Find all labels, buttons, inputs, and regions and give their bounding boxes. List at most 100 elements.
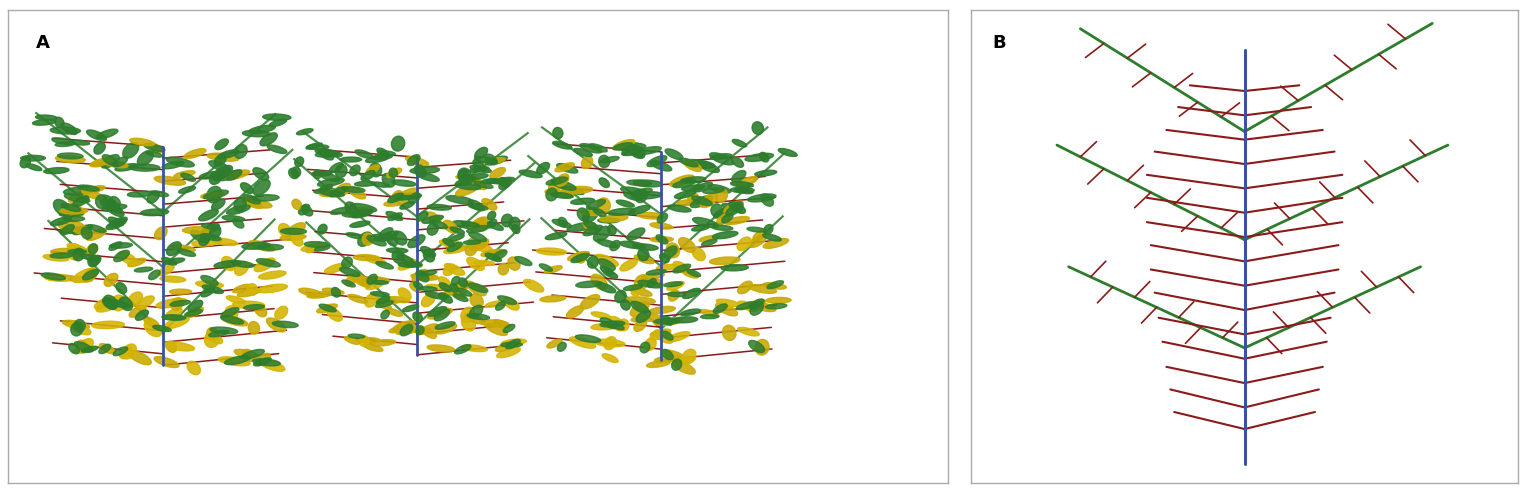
Ellipse shape (69, 277, 93, 282)
Ellipse shape (306, 143, 323, 149)
Ellipse shape (598, 198, 610, 212)
Ellipse shape (58, 221, 72, 232)
Ellipse shape (667, 243, 679, 258)
Ellipse shape (573, 148, 592, 156)
Ellipse shape (170, 289, 191, 294)
Ellipse shape (243, 350, 254, 361)
Ellipse shape (647, 156, 667, 167)
Ellipse shape (92, 321, 124, 329)
Ellipse shape (141, 209, 168, 216)
Ellipse shape (113, 157, 127, 167)
Ellipse shape (635, 190, 647, 203)
Ellipse shape (399, 188, 417, 199)
Ellipse shape (609, 317, 625, 331)
Ellipse shape (451, 277, 460, 285)
Ellipse shape (413, 282, 424, 290)
Ellipse shape (578, 208, 589, 221)
Ellipse shape (72, 225, 93, 235)
Ellipse shape (289, 169, 298, 178)
Ellipse shape (339, 268, 359, 277)
Ellipse shape (350, 204, 376, 212)
Ellipse shape (356, 276, 372, 287)
Ellipse shape (627, 228, 645, 240)
Ellipse shape (631, 301, 648, 313)
Ellipse shape (187, 361, 200, 375)
Ellipse shape (199, 171, 225, 179)
Ellipse shape (682, 270, 699, 278)
Ellipse shape (320, 190, 344, 197)
Ellipse shape (219, 357, 251, 366)
Ellipse shape (225, 356, 251, 364)
Ellipse shape (306, 244, 318, 253)
Ellipse shape (657, 213, 668, 223)
Ellipse shape (167, 341, 176, 352)
Ellipse shape (596, 239, 618, 247)
Ellipse shape (664, 246, 677, 258)
Ellipse shape (315, 151, 339, 157)
Ellipse shape (136, 296, 154, 308)
Ellipse shape (69, 192, 86, 202)
Ellipse shape (342, 211, 372, 217)
Ellipse shape (50, 248, 80, 255)
Ellipse shape (460, 307, 474, 322)
Ellipse shape (358, 338, 379, 343)
Ellipse shape (350, 221, 370, 227)
Ellipse shape (680, 309, 700, 316)
Ellipse shape (110, 243, 133, 248)
Ellipse shape (170, 300, 191, 306)
Ellipse shape (579, 143, 602, 153)
Ellipse shape (349, 334, 365, 338)
Ellipse shape (64, 194, 90, 203)
Ellipse shape (751, 302, 763, 315)
Ellipse shape (664, 282, 682, 287)
Ellipse shape (450, 289, 466, 299)
Ellipse shape (472, 159, 483, 170)
Ellipse shape (58, 153, 83, 159)
Ellipse shape (60, 211, 84, 216)
Ellipse shape (96, 299, 121, 312)
Ellipse shape (248, 283, 257, 295)
Ellipse shape (462, 345, 488, 352)
Ellipse shape (680, 177, 706, 183)
Ellipse shape (667, 292, 687, 297)
Ellipse shape (177, 249, 196, 256)
Ellipse shape (679, 158, 697, 167)
Ellipse shape (145, 151, 162, 157)
Ellipse shape (191, 230, 208, 243)
Ellipse shape (748, 301, 775, 312)
Ellipse shape (138, 151, 153, 166)
Ellipse shape (312, 171, 332, 176)
Ellipse shape (450, 234, 465, 241)
Ellipse shape (459, 170, 468, 180)
Ellipse shape (439, 240, 465, 249)
Ellipse shape (613, 140, 635, 150)
Ellipse shape (583, 208, 598, 222)
Ellipse shape (700, 315, 719, 318)
Ellipse shape (495, 342, 515, 352)
Ellipse shape (216, 139, 228, 149)
Text: A: A (35, 34, 50, 52)
Ellipse shape (416, 211, 428, 221)
Ellipse shape (255, 353, 271, 365)
Ellipse shape (182, 227, 214, 234)
Ellipse shape (127, 191, 151, 197)
Ellipse shape (693, 217, 719, 228)
Ellipse shape (266, 318, 286, 332)
Ellipse shape (587, 200, 605, 209)
Ellipse shape (301, 205, 312, 216)
Ellipse shape (419, 271, 437, 276)
Ellipse shape (364, 344, 382, 352)
Ellipse shape (206, 186, 222, 203)
Ellipse shape (148, 143, 162, 153)
Ellipse shape (665, 149, 683, 160)
Ellipse shape (567, 222, 595, 232)
Ellipse shape (509, 217, 520, 230)
Ellipse shape (595, 339, 625, 347)
Ellipse shape (275, 306, 287, 319)
Ellipse shape (427, 345, 454, 352)
Ellipse shape (647, 360, 670, 367)
Ellipse shape (427, 223, 439, 235)
Ellipse shape (234, 144, 248, 158)
Ellipse shape (55, 141, 75, 146)
Ellipse shape (439, 293, 453, 303)
